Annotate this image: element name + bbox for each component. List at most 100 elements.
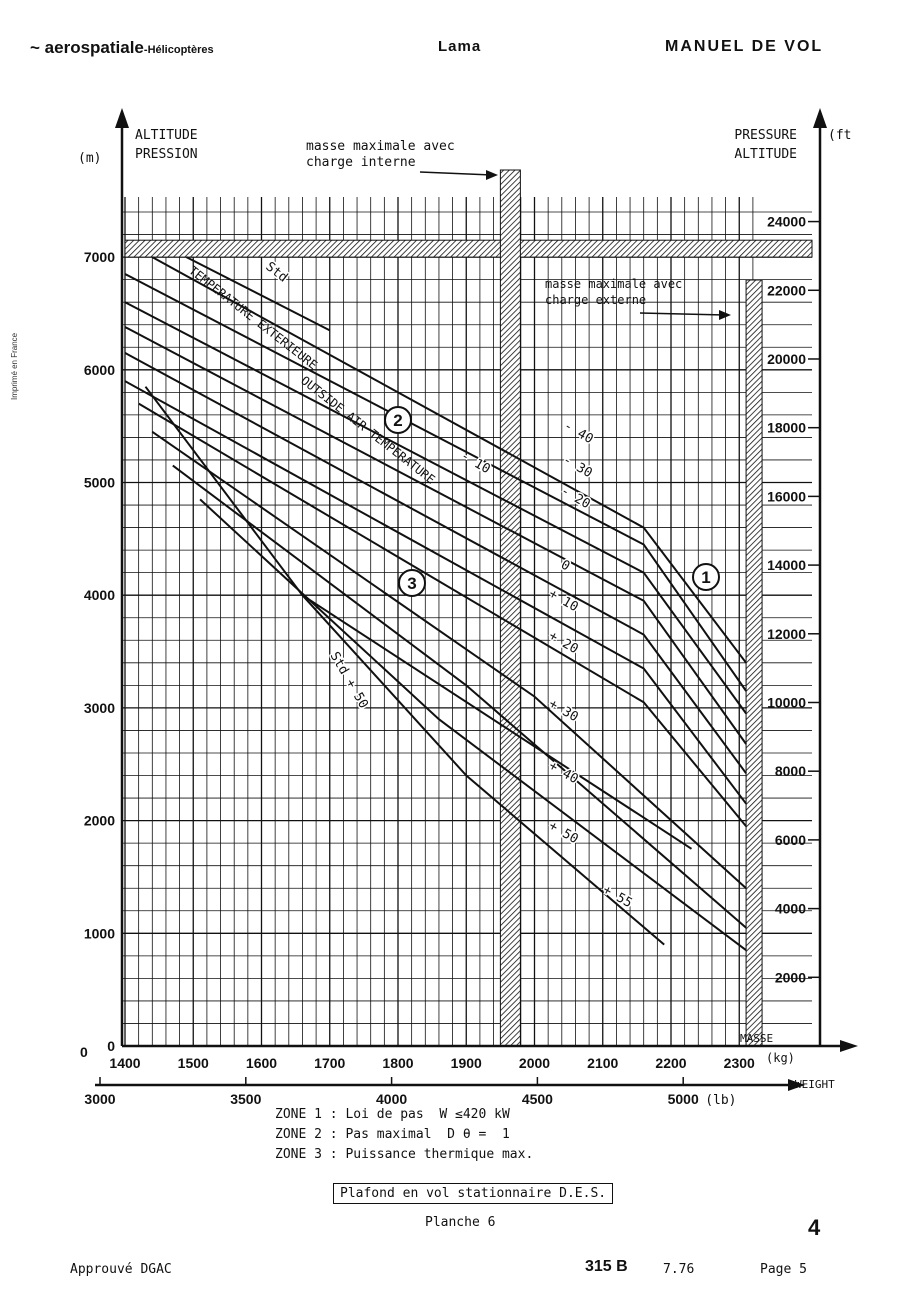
kg-axis-arrow — [840, 1040, 858, 1052]
approval-note: Approuvé DGAC — [70, 1262, 172, 1277]
oat-curve — [138, 402, 747, 827]
kg-tick-label: 1700 — [314, 1055, 345, 1071]
oat-curve — [124, 352, 747, 774]
right-tick-label: 18000 — [767, 420, 806, 436]
right-tick-label: 8000 — [775, 763, 806, 779]
hatched-limits — [124, 169, 813, 1047]
external-load-arrow — [639, 312, 726, 316]
oat-curve — [172, 464, 747, 929]
kg-tick-label: 2000 — [519, 1055, 550, 1071]
chart-title-box: Plafond en vol stationnaire D.E.S. — [333, 1183, 614, 1204]
left-tick-label: 2000 — [84, 813, 115, 829]
altitude-limit-band — [124, 239, 813, 258]
zone-marker — [384, 406, 412, 434]
kg-tick-label: 1500 — [178, 1055, 209, 1071]
external-load-note-line1: masse maximale avec — [545, 277, 682, 291]
left-tick-label: 4000 — [84, 587, 115, 603]
oat-curve — [151, 430, 747, 889]
left-axis-unit: (m) — [78, 151, 101, 166]
right-tick-label: 2000 — [775, 969, 806, 985]
curve-label: - 40 — [561, 418, 596, 447]
lb-tick-label: 4500 — [522, 1091, 553, 1107]
plate-number: Planche 6 — [425, 1215, 496, 1230]
curve-label: Std — [263, 259, 291, 285]
oat-curve — [144, 386, 665, 946]
left-tick-label: 0 — [107, 1038, 115, 1054]
right-tick-label: 14000 — [767, 557, 806, 573]
zone3-text: ZONE 3 : Puissance thermique max. — [275, 1147, 534, 1162]
oat-curve — [124, 273, 747, 692]
left-tick-label: 3000 — [84, 700, 115, 716]
kg-axis-unit: (kg) — [766, 1051, 795, 1065]
zone2-text: ZONE 2 : Pas maximal D θ = 1 — [275, 1127, 510, 1142]
right-tick-label: 22000 — [767, 282, 806, 298]
curve-label: Std + 50 — [327, 650, 371, 712]
right-axis-arrow — [813, 108, 827, 128]
curve-label: 0 — [558, 557, 572, 574]
oat-curve — [124, 380, 747, 805]
right-axis-unit: (ft — [828, 128, 851, 143]
internal-load-limit-bar — [499, 169, 521, 1047]
lb-tick-label: 4000 — [376, 1091, 407, 1107]
external-load-arrowhead — [719, 310, 731, 320]
zones-legend: ZONE 1 : Loi de pas W ≤420 kW ZONE 2 : Pa… — [275, 1105, 533, 1165]
zone1-text: ZONE 1 : Loi de pas W ≤420 kW — [275, 1107, 510, 1122]
footer-model: 315 B — [585, 1258, 628, 1275]
internal-load-note-line2: charge interne — [306, 155, 416, 170]
right-tick-label: 16000 — [767, 488, 806, 504]
right-axis-title-line1: PRESSURE — [734, 128, 797, 143]
right-axis-title-line2: ALTITUDE — [734, 147, 797, 162]
internal-load-note-line1: masse maximale avec — [306, 139, 455, 154]
brand-division: -Hélicoptères — [143, 44, 214, 56]
zone-marker — [692, 563, 720, 591]
left-tick-label: 6000 — [84, 362, 115, 378]
left-tick-label: 5000 — [84, 475, 115, 491]
header-model-name: Lama — [438, 38, 482, 55]
lb-axis-arrow — [788, 1079, 805, 1091]
left-tick-label: 1000 — [84, 925, 115, 941]
brand-name: aerospatiale — [44, 38, 144, 57]
external-load-note-line2: charge externe — [545, 293, 646, 307]
zone-marker — [398, 569, 426, 597]
left-tick-label: 7000 — [84, 249, 115, 265]
header-manual-title: MANUEL DE VOL — [665, 38, 824, 55]
kg-tick-label: 2100 — [587, 1055, 618, 1071]
footer-page: Page 5 — [760, 1262, 807, 1277]
masse-label: MASSE — [740, 1032, 773, 1045]
kg-tick-label: 1800 — [382, 1055, 413, 1071]
internal-load-arrowhead — [486, 170, 498, 180]
curve-label: - 10 — [458, 448, 493, 477]
performance-curves — [124, 256, 747, 951]
oat-curve — [124, 326, 747, 745]
internal-load-arrow — [419, 171, 493, 176]
kg-tick-label: 1900 — [451, 1055, 482, 1071]
lb-tick-label: 3000 — [84, 1091, 115, 1107]
oat-curve — [199, 498, 747, 951]
footer-date: 7.76 — [663, 1262, 695, 1277]
lb-tick-label: 5000 — [668, 1091, 699, 1107]
zone-marker-label: 2 — [393, 411, 402, 430]
origin-label: 0 — [80, 1044, 88, 1060]
zone-marker-label: 3 — [407, 574, 416, 593]
lb-tick-label: 3500 — [230, 1091, 261, 1107]
chart-axes — [95, 108, 858, 1091]
right-tick-label: 12000 — [767, 626, 806, 642]
right-tick-label: 6000 — [775, 832, 806, 848]
zone-marker-label: 1 — [701, 568, 710, 587]
right-tick-label: 24000 — [767, 214, 806, 230]
curve-label: + 55 — [600, 882, 635, 911]
lb-axis-label: WEIGHT — [795, 1078, 835, 1091]
oat-curve — [124, 301, 747, 715]
kg-tick-label: 2300 — [724, 1055, 755, 1071]
header-brand: ~ aerospatiale-Hélicoptères — [30, 38, 214, 58]
oat-curve — [301, 594, 693, 850]
external-load-limit-bar — [745, 279, 763, 1047]
brand-mark: ~ — [30, 38, 40, 57]
left-axis-title-line2: PRESSION — [135, 147, 198, 162]
section-number: 4 — [808, 1215, 821, 1240]
chart-grid — [122, 197, 812, 1047]
left-axis-title-line1: ALTITUDE — [135, 128, 198, 143]
hover-ceiling-chart: ALTITUDE PRESSION (m) 0 1000 2000 3000 4000 5000… — [78, 108, 858, 1108]
left-axis-arrow — [115, 108, 129, 128]
right-tick-label: 10000 — [767, 694, 806, 710]
